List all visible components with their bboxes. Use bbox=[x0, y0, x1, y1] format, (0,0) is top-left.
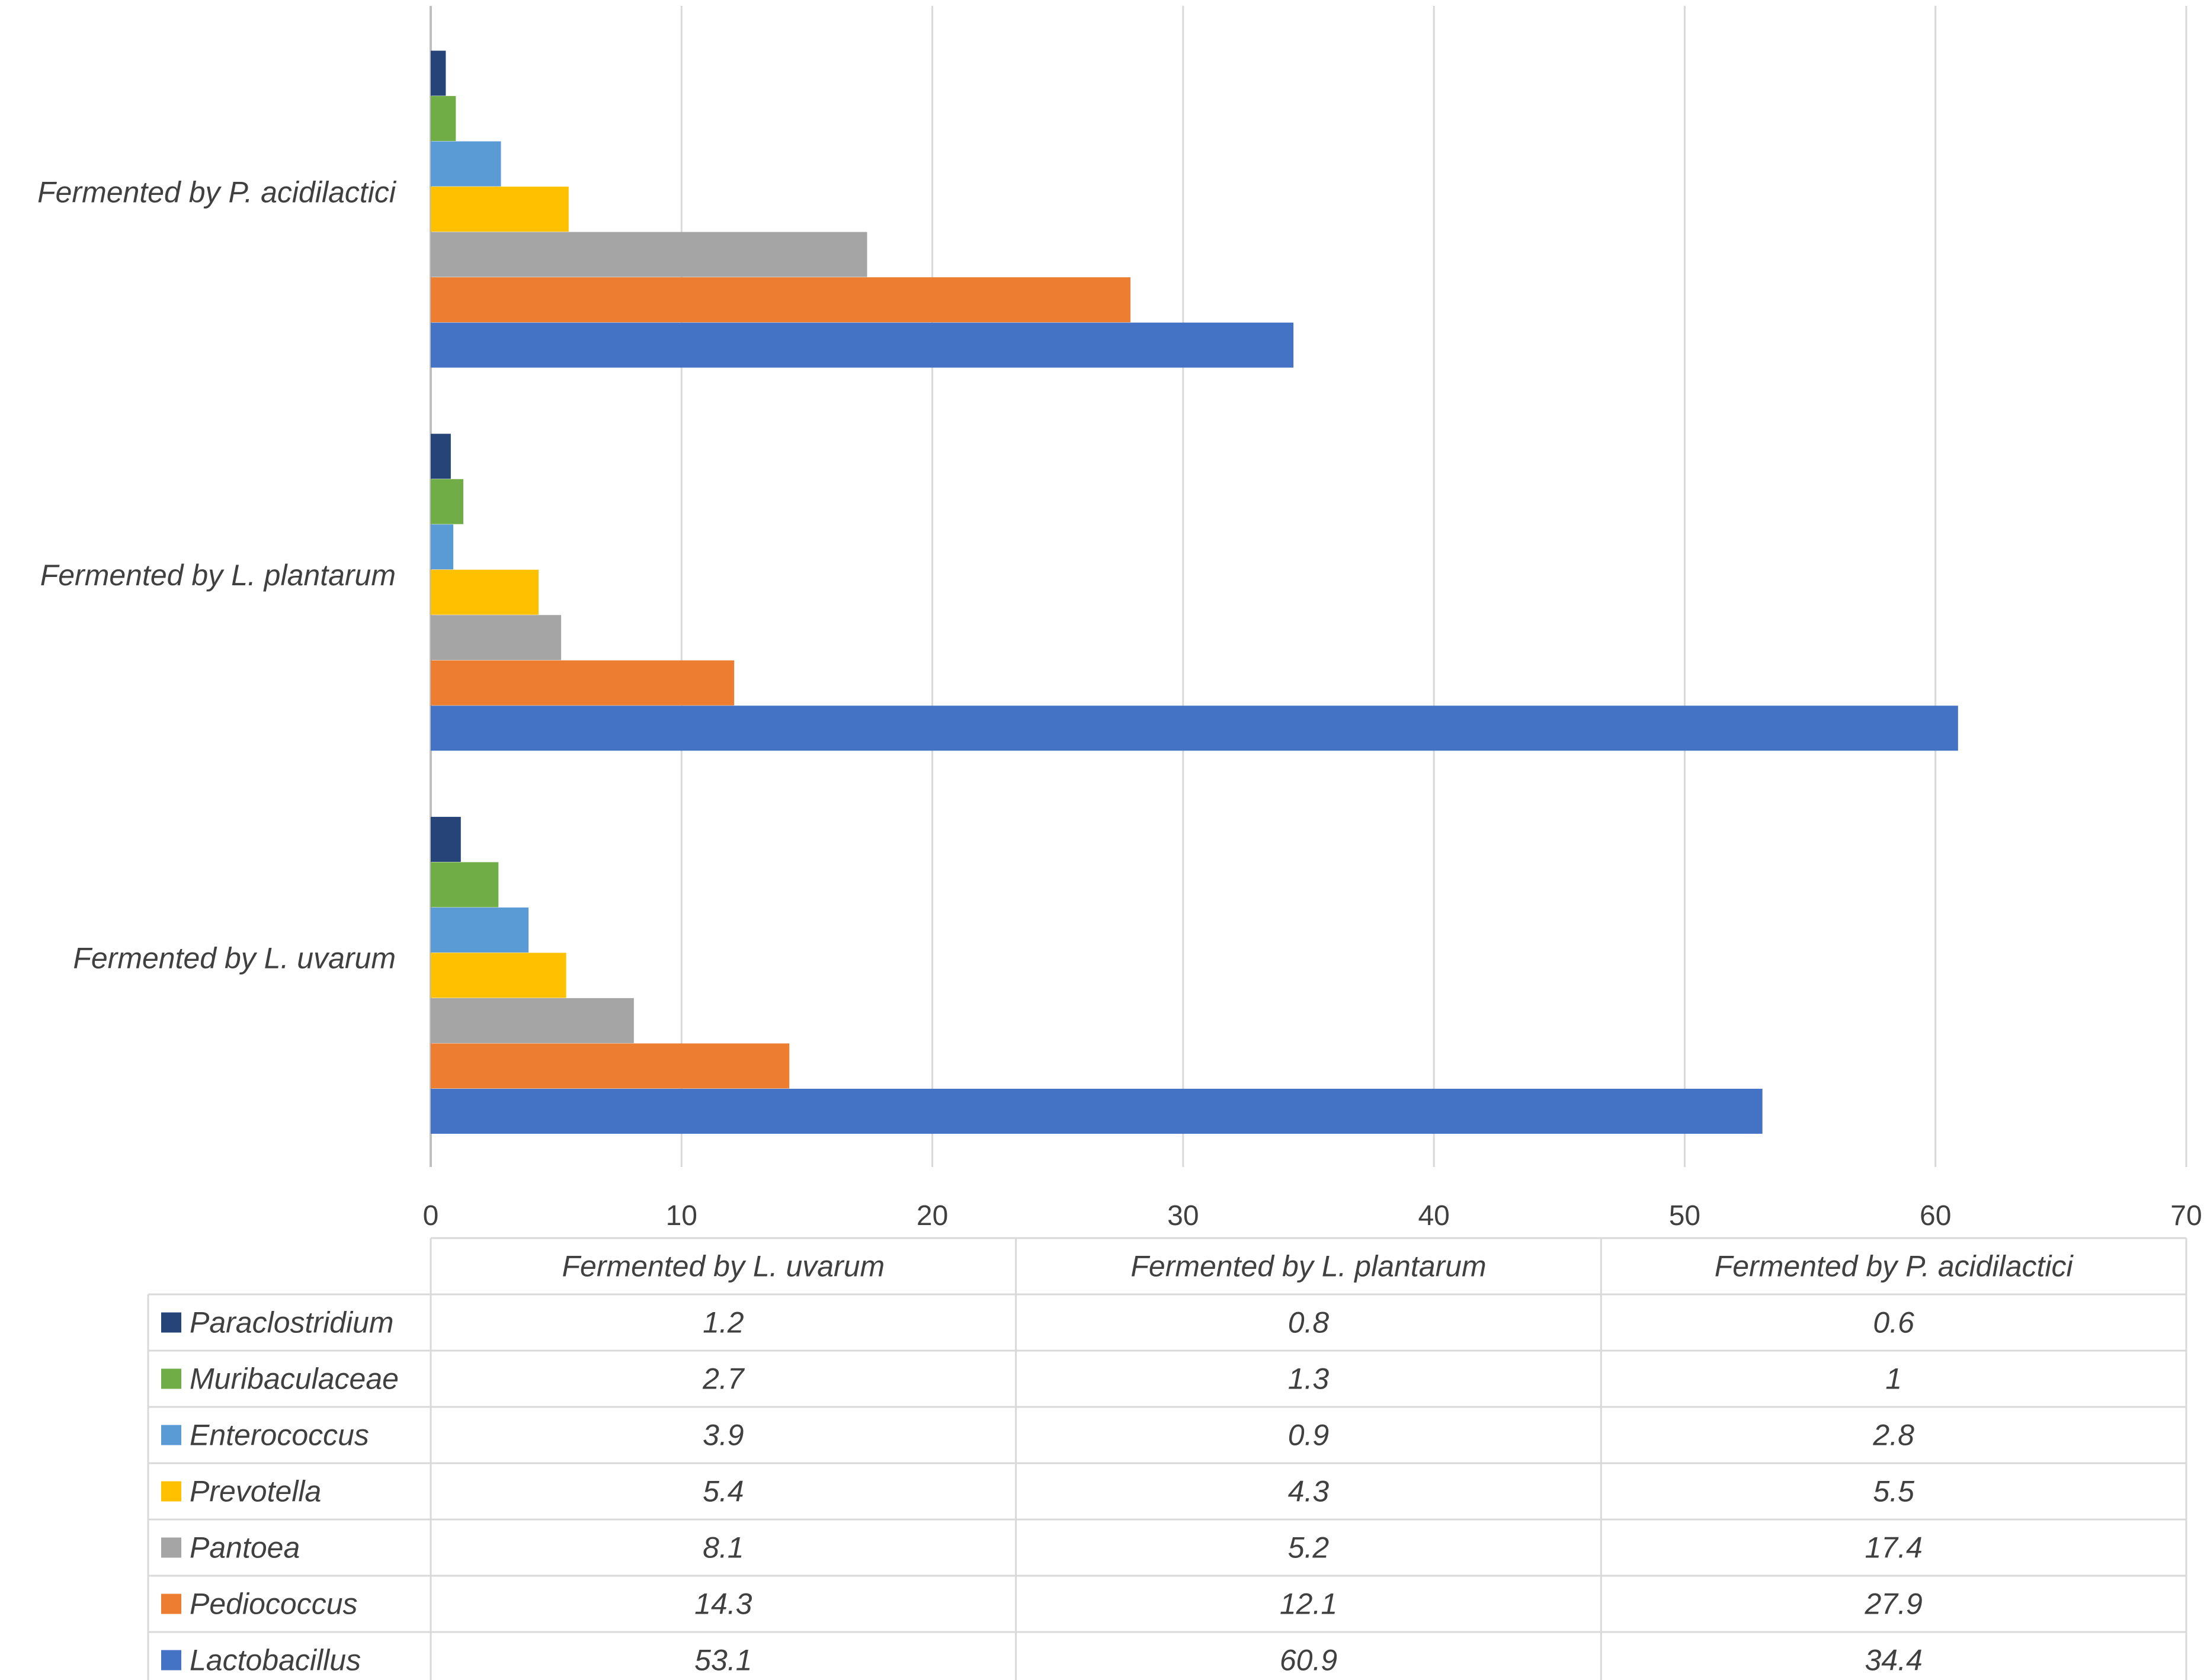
legend-label-pediococcus: Pediococcus bbox=[190, 1588, 358, 1621]
bar-paraclostridium-fermented-by-p-acidilactici bbox=[431, 51, 446, 96]
bar-enterococcus-fermented-by-l-plantarum bbox=[431, 524, 453, 569]
legend-swatch-prevotella bbox=[161, 1482, 181, 1502]
bars bbox=[431, 51, 1958, 1134]
table-header-fermented-by-p-acidilactici: Fermented by P. acidilactici bbox=[1715, 1250, 2074, 1283]
x-tick-label-20: 20 bbox=[917, 1200, 948, 1232]
table-header-fermented-by-l-uvarum: Fermented by L. uvarum bbox=[562, 1250, 885, 1283]
category-label-fermented-by-l-plantarum: Fermented by L. plantarum bbox=[40, 559, 396, 592]
bar-pediococcus-fermented-by-l-plantarum bbox=[431, 661, 734, 706]
table-cell-prevotella-fermented-by-l-uvarum: 5.4 bbox=[703, 1475, 744, 1508]
x-tick-label-10: 10 bbox=[666, 1200, 697, 1232]
table-cell-lactobacillus-fermented-by-l-uvarum: 53.1 bbox=[694, 1644, 752, 1677]
legend-label-paraclostridium: Paraclostridium bbox=[190, 1306, 394, 1339]
table-cell-muribaculaceae-fermented-by-l-uvarum: 2.7 bbox=[702, 1362, 745, 1396]
bar-lactobacillus-fermented-by-l-plantarum bbox=[431, 706, 1958, 751]
x-tick-label-30: 30 bbox=[1167, 1200, 1199, 1232]
bar-muribaculaceae-fermented-by-l-uvarum bbox=[431, 862, 498, 907]
x-tick-label-0: 0 bbox=[423, 1200, 439, 1232]
legend-label-lactobacillus: Lactobacillus bbox=[190, 1644, 361, 1677]
bar-prevotella-fermented-by-l-uvarum bbox=[431, 953, 566, 998]
bar-muribaculaceae-fermented-by-p-acidilactici bbox=[431, 96, 456, 141]
gridlines bbox=[431, 6, 2186, 1167]
bar-enterococcus-fermented-by-p-acidilactici bbox=[431, 142, 501, 187]
legend-swatch-muribaculaceae bbox=[161, 1369, 181, 1389]
table-cell-lactobacillus-fermented-by-l-plantarum: 60.9 bbox=[1280, 1644, 1337, 1677]
table-cell-pediococcus-fermented-by-p-acidilactici: 27.9 bbox=[1865, 1588, 1923, 1621]
table-cell-pantoea-fermented-by-l-plantarum: 5.2 bbox=[1288, 1531, 1330, 1564]
table-cell-enterococcus-fermented-by-l-plantarum: 0.9 bbox=[1288, 1419, 1330, 1452]
x-axis-ticks: 0 10 20 30 40 50 60 70 bbox=[423, 1200, 2202, 1232]
bar-pantoea-fermented-by-p-acidilactici bbox=[431, 232, 867, 277]
bar-pediococcus-fermented-by-p-acidilactici bbox=[431, 277, 1130, 322]
bar-paraclostridium-fermented-by-l-uvarum bbox=[431, 817, 461, 862]
legend-label-muribaculaceae: Muribaculaceae bbox=[190, 1362, 399, 1396]
table-cell-pantoea-fermented-by-l-uvarum: 8.1 bbox=[703, 1531, 744, 1564]
legend-label-enterococcus: Enterococcus bbox=[190, 1419, 369, 1452]
bar-pantoea-fermented-by-l-plantarum bbox=[431, 615, 561, 660]
data-table: Fermented by L. uvarum Fermented by L. pl… bbox=[148, 1238, 2186, 1680]
legend-swatch-pantoea bbox=[161, 1538, 181, 1558]
bar-prevotella-fermented-by-l-plantarum bbox=[431, 570, 539, 615]
table-cell-pantoea-fermented-by-p-acidilactici: 17.4 bbox=[1865, 1531, 1923, 1564]
table-cell-enterococcus-fermented-by-p-acidilactici: 2.8 bbox=[1872, 1419, 1914, 1452]
bar-lactobacillus-fermented-by-p-acidilactici bbox=[431, 323, 1293, 368]
table-cell-pediococcus-fermented-by-l-plantarum: 12.1 bbox=[1280, 1588, 1337, 1621]
legend-swatch-enterococcus bbox=[161, 1425, 181, 1445]
bar-muribaculaceae-fermented-by-l-plantarum bbox=[431, 479, 463, 524]
x-tick-label-40: 40 bbox=[1418, 1200, 1449, 1232]
legend-swatch-pediococcus bbox=[161, 1594, 181, 1614]
bar-enterococcus-fermented-by-l-uvarum bbox=[431, 908, 528, 953]
legend-swatch-lactobacillus bbox=[161, 1650, 181, 1671]
legend-label-prevotella: Prevotella bbox=[190, 1475, 321, 1508]
legend-label-pantoea: Pantoea bbox=[190, 1531, 300, 1564]
table-cell-lactobacillus-fermented-by-p-acidilactici: 34.4 bbox=[1865, 1644, 1923, 1677]
x-tick-label-50: 50 bbox=[1669, 1200, 1700, 1232]
table-cell-paraclostridium-fermented-by-l-uvarum: 1.2 bbox=[703, 1306, 744, 1339]
bar-prevotella-fermented-by-p-acidilactici bbox=[431, 187, 569, 232]
x-tick-label-60: 60 bbox=[1920, 1200, 1951, 1232]
bar-lactobacillus-fermented-by-l-uvarum bbox=[431, 1089, 1763, 1134]
category-label-fermented-by-l-uvarum: Fermented by L. uvarum bbox=[73, 942, 396, 975]
bar-paraclostridium-fermented-by-l-plantarum bbox=[431, 434, 451, 479]
bar-pediococcus-fermented-by-l-uvarum bbox=[431, 1043, 789, 1088]
category-labels: Fermented by L. uvarum Fermented by L. pl… bbox=[37, 175, 397, 974]
table-cell-prevotella-fermented-by-p-acidilactici: 5.5 bbox=[1873, 1475, 1914, 1508]
table-cell-enterococcus-fermented-by-l-uvarum: 3.9 bbox=[703, 1419, 744, 1452]
category-label-fermented-by-p-acidilactici: Fermented by P. acidilactici bbox=[37, 175, 397, 209]
table-cell-pediococcus-fermented-by-l-uvarum: 14.3 bbox=[694, 1588, 752, 1621]
table-cell-paraclostridium-fermented-by-l-plantarum: 0.8 bbox=[1288, 1306, 1330, 1339]
table-cell-muribaculaceae-fermented-by-l-plantarum: 1.3 bbox=[1288, 1362, 1330, 1396]
table-cell-paraclostridium-fermented-by-p-acidilactici: 0.6 bbox=[1873, 1306, 1914, 1339]
table-header-fermented-by-l-plantarum: Fermented by L. plantarum bbox=[1130, 1250, 1486, 1283]
x-tick-label-70: 70 bbox=[2170, 1200, 2202, 1232]
legend-swatch-paraclostridium bbox=[161, 1313, 181, 1333]
bar-chart: Fermented by L. uvarum Fermented by L. pl… bbox=[0, 0, 2207, 1680]
table-cell-prevotella-fermented-by-l-plantarum: 4.3 bbox=[1288, 1475, 1330, 1508]
table-cell-muribaculaceae-fermented-by-p-acidilactici: 1 bbox=[1885, 1362, 1902, 1396]
bar-pantoea-fermented-by-l-uvarum bbox=[431, 998, 634, 1043]
